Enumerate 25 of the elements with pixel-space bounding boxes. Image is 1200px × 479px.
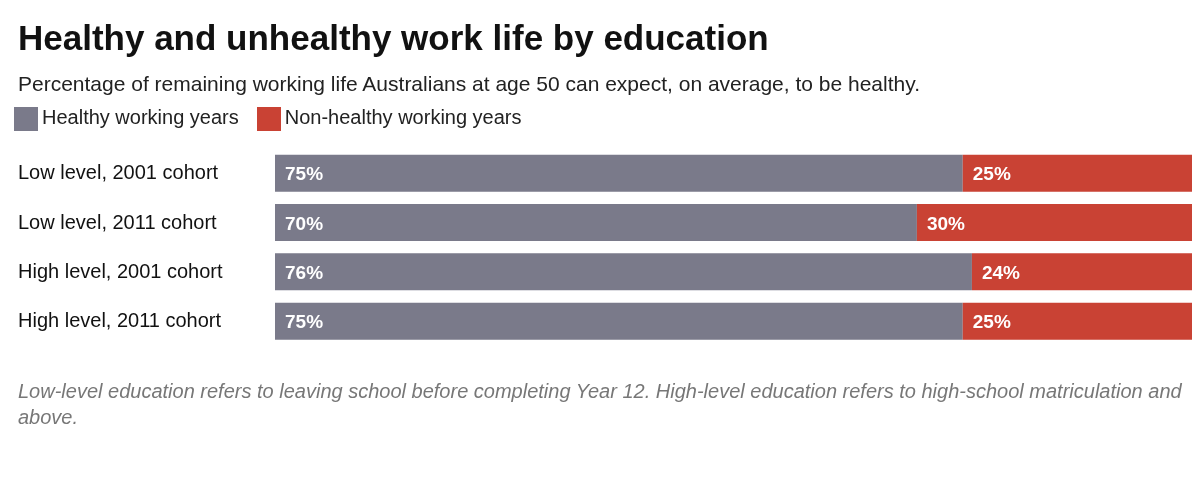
data-label: 25% <box>972 163 1011 185</box>
legend-label: Healthy working years <box>42 106 239 128</box>
data-label: 75% <box>285 311 324 333</box>
data-label: 24% <box>981 261 1021 283</box>
y-tick-label: High level, 2001 cohort <box>18 260 224 283</box>
legend-label: Non-healthy working years <box>284 106 522 128</box>
y-tick-label: High level, 2011 cohort <box>18 309 222 332</box>
data-label: 30% <box>926 212 966 234</box>
bar <box>971 253 1192 291</box>
chart-subtitle: Percentage of remaining working life Australians at age 50 can expect, on average, to be healthy. <box>18 72 921 96</box>
bar <box>275 154 963 192</box>
bar <box>275 253 972 291</box>
bar <box>275 204 917 242</box>
text: Low-level education refers to leaving school before completing Year 12. High-level education refers to high-school matriculation and above. <box>18 379 1183 430</box>
y-tick-label: Low level, 2011 cohort <box>18 210 218 233</box>
bar <box>962 154 1192 192</box>
chart-title: Healthy and unhealthy work life by education <box>18 18 770 58</box>
bar <box>275 302 963 340</box>
data-label: 76% <box>285 261 324 283</box>
data-label: 25% <box>972 311 1011 333</box>
data-label: 70% <box>285 212 324 234</box>
data-label: 75% <box>285 163 324 185</box>
bar <box>916 204 1192 242</box>
bar <box>962 302 1192 340</box>
y-tick-label: Low level, 2001 cohort <box>18 161 219 184</box>
